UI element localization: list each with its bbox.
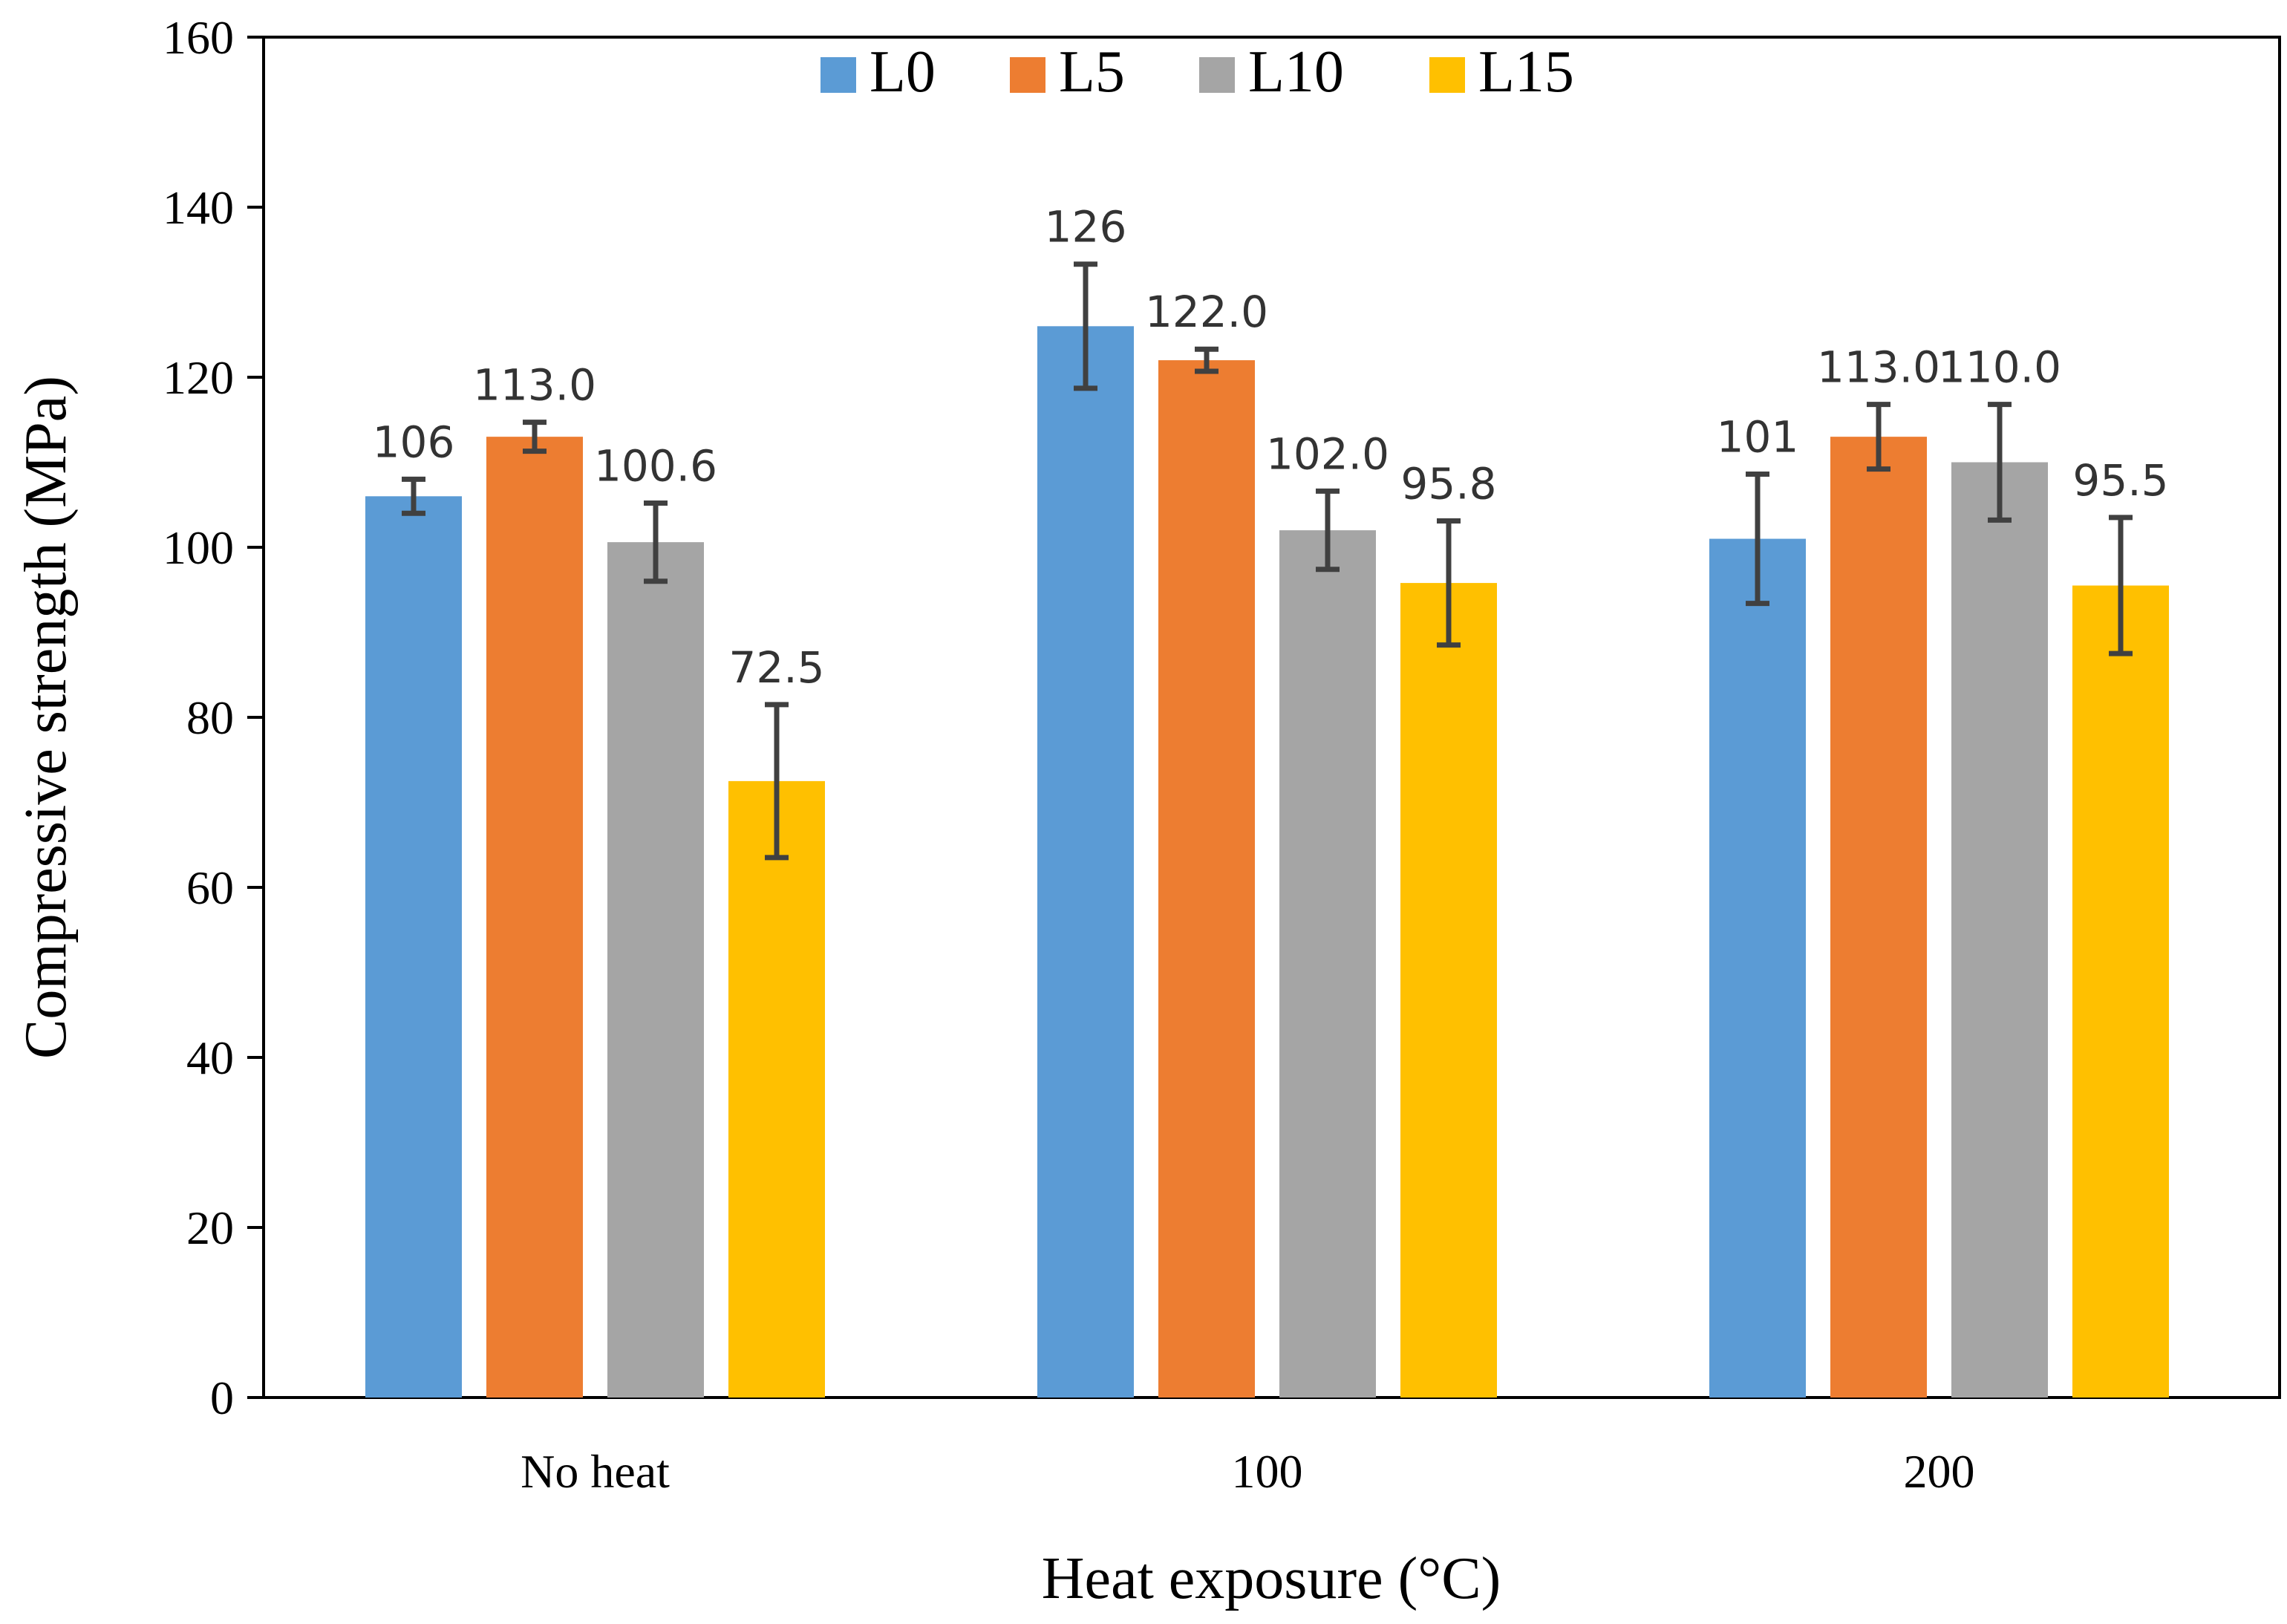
bar-l10 <box>607 542 704 1398</box>
data-label: 95.5 <box>2072 455 2168 506</box>
legend-label-l5: L5 <box>1059 39 1125 105</box>
bar-l15 <box>728 781 825 1398</box>
x-axis-title: Heat exposure (°C) <box>1042 1546 1501 1611</box>
y-tick-label: 120 <box>163 351 234 404</box>
y-tick-label: 100 <box>163 521 234 574</box>
compressive-strength-chart: 0 20 40 60 80 100 120 140 160 No heat 100 200 106 1… <box>0 0 2287 1624</box>
legend-swatch-l10 <box>1199 57 1235 93</box>
data-label: 113.0 <box>1817 342 1940 393</box>
legend-swatch-l0 <box>820 57 856 93</box>
bar-l10 <box>1951 463 2048 1398</box>
bar-l15 <box>1400 583 1497 1398</box>
legend-swatch-l5 <box>1010 57 1045 93</box>
data-label: 102.0 <box>1266 428 1389 479</box>
x-tick-label: 100 <box>1232 1445 1303 1498</box>
legend-label-l10: L10 <box>1248 39 1344 105</box>
x-tick-label: No heat <box>521 1445 670 1498</box>
x-tick-label: 200 <box>1904 1445 1975 1498</box>
data-label: 101 <box>1717 412 1799 463</box>
data-label: 113.0 <box>473 360 596 411</box>
y-tick-label: 80 <box>186 691 234 744</box>
legend-label-l0: L0 <box>870 39 936 105</box>
bar-l5 <box>486 437 583 1398</box>
y-tick-label: 40 <box>186 1031 234 1084</box>
data-label: 72.5 <box>728 642 824 693</box>
data-label: 122.0 <box>1145 287 1268 337</box>
bar-l15 <box>2072 586 2169 1398</box>
data-label: 95.8 <box>1400 459 1496 509</box>
bar-l10 <box>1279 530 1376 1398</box>
data-label: 126 <box>1045 202 1127 252</box>
chart-background <box>0 0 2287 1624</box>
legend-swatch-l15 <box>1429 57 1465 93</box>
y-tick-label: 0 <box>210 1372 234 1424</box>
bar-l5 <box>1158 360 1255 1398</box>
y-tick-label: 140 <box>163 181 234 234</box>
data-label: 110.0 <box>1938 342 2061 393</box>
y-tick-label: 20 <box>186 1201 234 1254</box>
bar-l0 <box>365 496 462 1398</box>
y-axis-title: Compressive strength (MPa) <box>13 376 79 1059</box>
y-tick-label: 160 <box>163 11 234 64</box>
y-tick-label: 60 <box>186 861 234 914</box>
bar-l0 <box>1709 539 1806 1398</box>
bar-l5 <box>1830 437 1927 1398</box>
legend-label-l15: L15 <box>1478 39 1574 105</box>
data-label: 106 <box>373 417 455 467</box>
bar-l0 <box>1037 326 1134 1398</box>
data-label: 100.6 <box>594 440 717 491</box>
